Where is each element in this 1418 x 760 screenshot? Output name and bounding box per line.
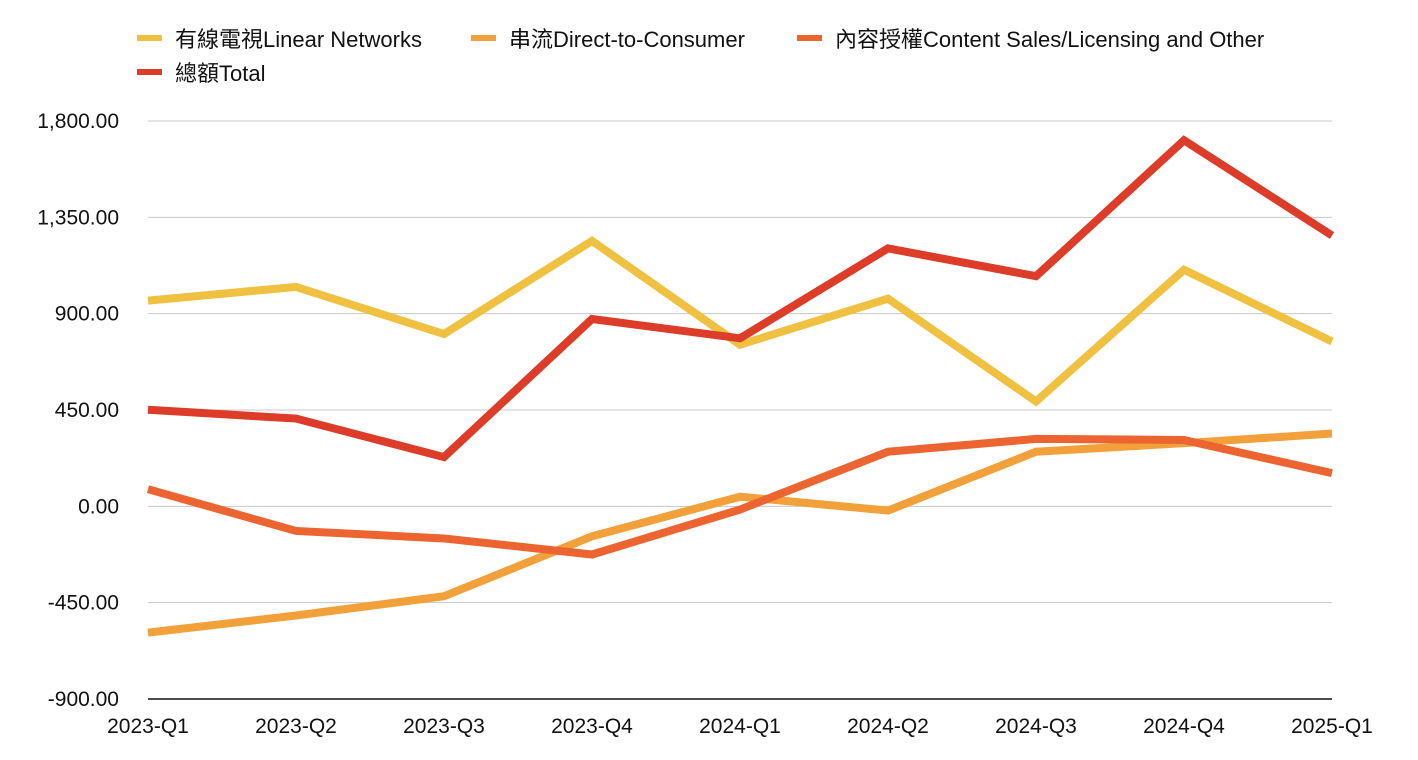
legend-label: 總額Total (175, 61, 265, 86)
y-tick-label: 900.00 (55, 303, 119, 326)
x-tick-label: 2023-Q3 (403, 715, 485, 738)
y-axis-tick-labels: 1,800.00 1,350.00 900.00 450.00 0.00 -450.00 -… (37, 110, 119, 711)
series-line-total (147, 135, 1335, 462)
x-tick-label: 2024-Q2 (847, 715, 929, 738)
y-tick-label: 1,350.00 (37, 206, 119, 229)
x-tick-label: 2023-Q1 (107, 715, 189, 738)
y-tick-label: 450.00 (55, 399, 119, 422)
x-axis-tick-labels: 2023-Q1 2023-Q2 2023-Q3 2023-Q4 2024-Q1 2024-… (107, 715, 1373, 738)
legend-label: 內容授權Content Sales/Licensing and Other (835, 27, 1264, 52)
y-tick-label: 1,800.00 (37, 110, 119, 133)
x-tick-label: 2025-Q1 (1291, 715, 1373, 738)
x-tick-label: 2023-Q4 (551, 715, 633, 738)
x-tick-label: 2024-Q3 (995, 715, 1077, 738)
series-line-linear-networks (147, 236, 1334, 407)
series-lines (146, 135, 1335, 637)
legend-label: 串流Direct-to-Consumer (509, 27, 745, 52)
legend: 有線電視Linear Networks 串流Direct-to-Consumer 內… (137, 27, 1264, 86)
legend-label: 有線電視Linear Networks (175, 27, 422, 52)
x-tick-label: 2024-Q4 (1143, 715, 1225, 738)
y-tick-label: 0.00 (78, 495, 119, 518)
x-tick-label: 2024-Q1 (699, 715, 781, 738)
y-tick-label: -900.00 (48, 688, 119, 711)
series-line-content-sales-licensing (146, 434, 1333, 559)
y-tick-label: -450.00 (48, 592, 119, 615)
series-line-direct-to-consumer (147, 429, 1333, 637)
x-tick-label: 2023-Q2 (255, 715, 337, 738)
